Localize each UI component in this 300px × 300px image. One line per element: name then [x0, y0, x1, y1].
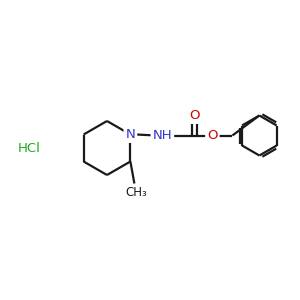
- Text: NH: NH: [153, 129, 172, 142]
- Text: N: N: [125, 128, 135, 141]
- Text: CH₃: CH₃: [125, 186, 147, 199]
- Text: HCl: HCl: [18, 142, 41, 154]
- Text: O: O: [207, 129, 217, 142]
- Text: O: O: [189, 109, 200, 122]
